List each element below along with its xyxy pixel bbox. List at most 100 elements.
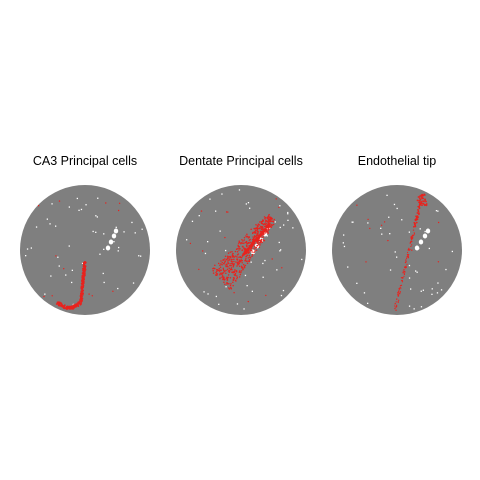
highlight-point [271,258,273,260]
highlight-point [69,307,72,310]
hole-point [425,228,431,234]
highlight-point [250,247,253,250]
highlight-point [416,199,419,202]
hole-point [118,246,120,249]
highlight-point [254,227,257,230]
hole-point [367,302,369,304]
hole-point [279,205,281,207]
highlight-point [240,267,243,269]
highlight-point [264,221,267,223]
highlight-point [411,244,413,246]
highlight-point [189,242,192,245]
hole-point [279,226,281,229]
highlight-point [72,304,75,307]
hole-point [111,233,117,239]
highlight-point [411,234,413,236]
highlight-point [227,211,229,213]
hole-point [424,230,426,233]
highlight-point [399,291,401,293]
highlight-point [265,220,268,222]
highlight-point [75,303,77,306]
highlight-point [406,256,408,258]
highlight-point [246,254,249,257]
highlight-point [245,260,248,262]
highlight-point [369,227,371,230]
highlight-point [259,241,262,243]
hole-point [95,231,97,233]
highlight-point [416,212,419,214]
hole-point [219,230,221,232]
hole-point [249,207,251,209]
hole-point [58,265,60,267]
highlight-point [226,263,228,265]
highlight-point [405,261,407,263]
highlight-point [240,271,242,274]
highlight-point [242,268,244,271]
highlight-point [398,299,400,301]
highlight-point [228,271,231,273]
spatial-scatter-dentate [176,185,306,315]
highlight-point [232,281,234,283]
highlight-point [410,238,412,240]
highlight-point [256,230,259,233]
highlight-point [216,272,218,275]
highlight-point [356,204,358,206]
highlight-point [424,199,427,201]
highlight-point [414,219,417,221]
panel-title: Endothelial tip [357,154,437,168]
highlight-point [262,223,265,226]
highlight-point [229,251,232,253]
hole-point [71,281,73,284]
highlight-point [267,216,269,218]
highlight-point [241,249,244,251]
highlight-point [228,269,230,272]
highlight-point [219,266,222,268]
highlight-point [227,265,229,268]
hole-point [420,306,423,308]
highlight-point [88,293,90,295]
hole-point [215,210,217,212]
highlight-point [234,269,236,271]
highlight-point [245,252,248,255]
hole-point [408,231,410,233]
hole-point [191,220,194,222]
hole-point [287,211,289,214]
highlight-point [223,270,225,272]
highlight-point [244,259,246,262]
hole-point [363,292,366,294]
highlight-point [80,292,82,295]
panel-title: Dentate Principal cells [179,154,303,168]
highlight-point [264,232,267,234]
highlight-point [217,262,220,265]
highlight-point [395,309,397,311]
highlight-point [238,276,241,278]
hole-point [26,248,29,250]
highlight-point [82,268,85,270]
highlight-point [55,255,57,257]
highlight-point [236,263,239,265]
highlight-point [239,256,242,259]
highlight-point [273,218,276,221]
highlight-point [228,259,230,261]
highlight-point [244,249,247,252]
hole-point [113,228,119,234]
hole-point [394,251,396,253]
highlight-point [249,256,251,259]
highlight-point [262,229,265,232]
highlight-point [247,300,249,303]
hole-point [343,245,346,248]
highlight-point [238,256,240,259]
highlight-point [243,247,246,250]
highlight-point [418,213,420,215]
hole-point [215,295,217,298]
highlight-point [224,283,226,286]
highlight-point [250,228,252,231]
highlight-point [84,265,86,268]
hole-point [274,221,276,223]
highlight-point [270,223,272,226]
highlight-point [241,259,243,262]
hole-point [367,222,369,224]
hole-point [279,250,281,252]
highlight-point [271,220,273,222]
highlight-point [229,276,232,279]
